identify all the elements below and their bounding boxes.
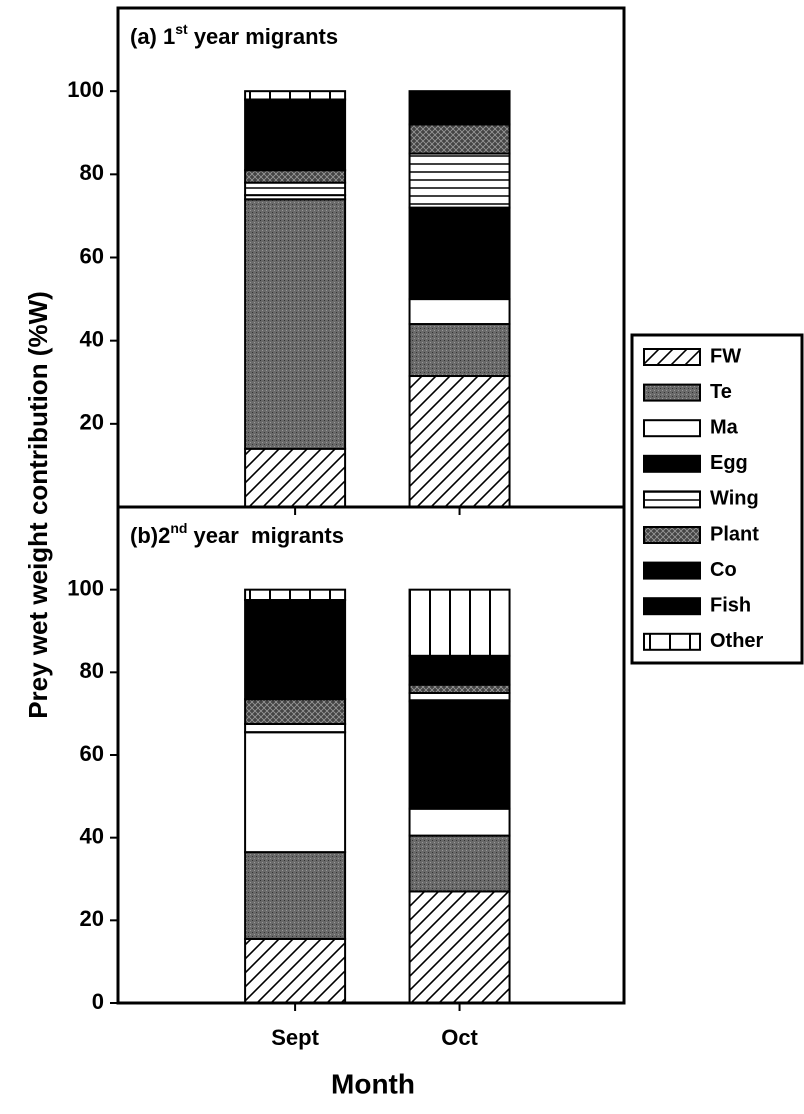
bar-segment	[408, 692, 511, 703]
bar-segment	[408, 90, 511, 126]
legend-label: Plant	[710, 523, 759, 545]
legend-label: FW	[710, 345, 741, 367]
bar-segment	[244, 851, 347, 940]
legend-label: Other	[710, 630, 764, 652]
legend-swatch	[643, 597, 701, 616]
bar-segment	[408, 206, 511, 301]
legend-label: Co	[710, 559, 737, 581]
x-tick-label: Oct	[441, 1025, 478, 1050]
title-part: year migrants	[187, 523, 344, 548]
title-part: year migrants	[188, 24, 338, 49]
bar-segment	[244, 599, 347, 701]
bar-segment	[408, 323, 511, 378]
legend-label: Egg	[710, 452, 748, 474]
legend-swatch	[643, 419, 701, 438]
bar-segment	[408, 123, 511, 155]
legend-label: Te	[710, 381, 732, 403]
legend-swatch	[643, 526, 701, 544]
legend-swatch	[643, 632, 701, 651]
bar-segment	[244, 447, 347, 508]
bar-segment	[244, 588, 347, 602]
y-tick-label: 80	[80, 160, 104, 185]
bar-segment	[244, 198, 347, 450]
legend-swatch	[643, 454, 701, 473]
legend-swatch	[643, 348, 701, 366]
plot-frame	[116, 505, 626, 1005]
y-tick-label: 0	[92, 989, 104, 1014]
y-tick-label: 60	[80, 741, 104, 766]
bar-segment	[244, 90, 347, 101]
legend-swatch	[643, 383, 701, 402]
bar-segment	[244, 731, 347, 854]
y-tick-label: 40	[80, 823, 104, 848]
bar-segment	[244, 723, 347, 734]
legend-swatch	[643, 561, 701, 580]
y-axis-label: Prey wet weight contribution (%W)	[23, 291, 53, 719]
bar-segment	[408, 700, 511, 810]
y-tick-label: 100	[67, 575, 104, 600]
bar-segment	[244, 698, 347, 726]
bar-segment	[244, 181, 347, 197]
bar-segment	[408, 152, 511, 209]
title-part: st	[175, 21, 188, 37]
bar-segment	[408, 298, 511, 326]
panel-title: (a) 1st year migrants	[130, 21, 338, 49]
bar-segment	[408, 890, 511, 1005]
plot-frame	[116, 6, 626, 509]
y-tick-label: 40	[80, 326, 104, 351]
bar-segment	[244, 937, 347, 1005]
bar-segment	[408, 683, 511, 695]
legend-swatch	[643, 490, 701, 509]
legend-label: Wing	[710, 488, 759, 510]
title-part: (b)2	[130, 523, 170, 548]
bar-segment	[408, 834, 511, 893]
x-axis-label: Month	[331, 1068, 415, 1099]
legend-label: Fish	[710, 594, 751, 616]
bar-segment	[408, 588, 511, 657]
y-tick-label: 100	[67, 77, 104, 102]
panel-title: (b)2nd year migrants	[130, 520, 344, 548]
bar-segment	[408, 654, 511, 686]
bar-segment	[408, 807, 511, 837]
title-part: (a) 1	[130, 24, 175, 49]
bar-segment	[244, 98, 347, 172]
bar-segment	[244, 169, 347, 184]
bar-segment	[408, 375, 511, 509]
y-tick-label: 20	[80, 410, 104, 435]
legend-label: Ma	[710, 416, 739, 438]
x-tick-label: Sept	[271, 1025, 319, 1050]
y-tick-label: 60	[80, 243, 104, 268]
y-tick-label: 80	[80, 658, 104, 683]
title-part: nd	[170, 520, 187, 536]
y-tick-label: 20	[80, 906, 104, 931]
